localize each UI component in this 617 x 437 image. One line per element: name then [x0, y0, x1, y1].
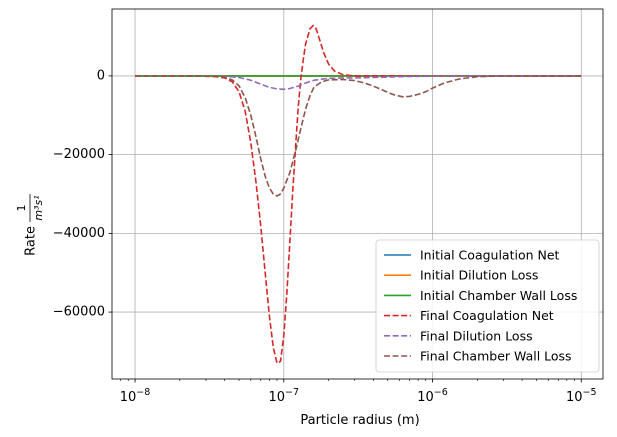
x-tick-label: 10−5: [566, 387, 597, 405]
y-axis-label-prefix: Rate: [24, 226, 39, 256]
legend-box: [375, 239, 600, 373]
legend-label: Final Chamber Wall Loss: [420, 349, 572, 364]
series-line: [134, 75, 582, 91]
grid: [112, 9, 603, 379]
y-tick-label: −60000: [53, 305, 105, 320]
x-axis: 10−8 10−7 10−6 10−5: [120, 379, 597, 405]
y-tick-label: 0: [97, 68, 105, 83]
legend-label: Final Dilution Loss: [420, 328, 533, 343]
x-tick-label: 10−7: [269, 387, 300, 405]
y-axis: 0 −20000 −40000 −60000: [53, 68, 112, 320]
series-line: [134, 75, 582, 197]
y-axis-label-numerator: 1: [15, 205, 28, 212]
plot-frame: [111, 8, 604, 380]
legend-label: Initial Coagulation Net: [420, 248, 560, 263]
y-axis-label-denominator: m³s¹: [32, 195, 45, 220]
y-axis-label: Rate 1 m³s¹: [15, 194, 45, 256]
legend-label: Final Coagulation Net: [420, 308, 554, 323]
y-tick-label: −40000: [53, 226, 105, 241]
series-line: [135, 24, 582, 365]
plot-lines: [134, 24, 582, 365]
y-tick-label: −20000: [53, 147, 105, 162]
legend: Initial Coagulation Net Initial Dilution …: [375, 239, 600, 373]
x-axis-label: Particle radius (m): [300, 413, 419, 428]
legend-label: Initial Dilution Loss: [420, 268, 538, 283]
x-tick-label: 10−8: [120, 387, 151, 405]
legend-label: Initial Chamber Wall Loss: [420, 288, 577, 303]
x-tick-label: 10−6: [417, 387, 448, 405]
